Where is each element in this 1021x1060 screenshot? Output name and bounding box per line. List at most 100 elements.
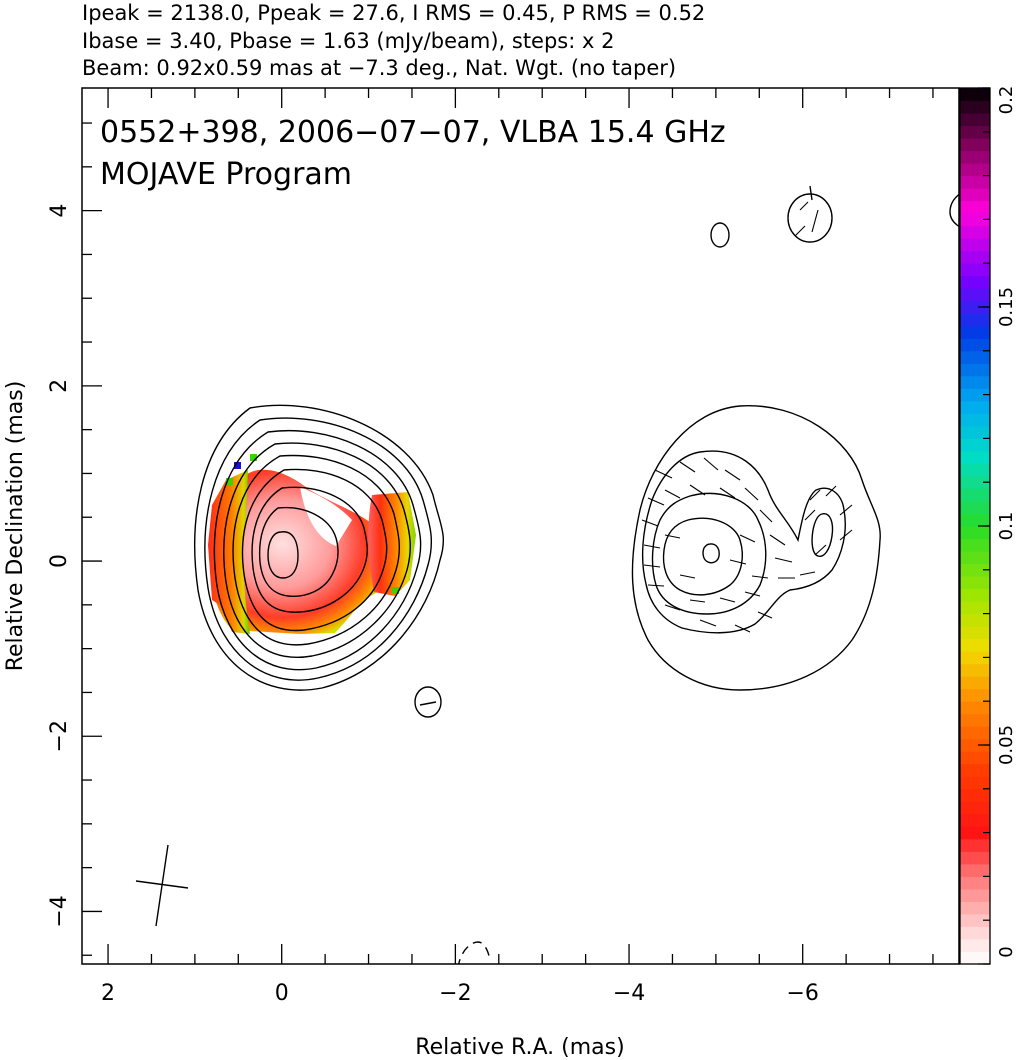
colorbar-swatch [960, 851, 990, 865]
colorbar-tick-labels: 0 0.05 0.1 0.15 0.2 [996, 86, 1017, 958]
colorbar-swatch [960, 888, 990, 902]
colorbar-swatch [960, 188, 990, 202]
colorbar-swatch [960, 288, 990, 302]
colorbar-swatch [960, 751, 990, 765]
colorbar-swatch [960, 463, 990, 477]
y-tick-label: −4 [47, 895, 72, 927]
colorbar-swatch [960, 701, 990, 715]
colorbar-swatch [960, 263, 990, 277]
colorbar [960, 88, 990, 965]
x-tick-label: 0 [275, 981, 289, 1006]
colorbar-tick-label: 0.15 [996, 287, 1017, 327]
x-tick-label: −2 [439, 981, 471, 1006]
colorbar-swatch [960, 413, 990, 427]
colorbar-swatch [960, 313, 990, 327]
colorbar-swatch [960, 438, 990, 452]
header-line-2: Ibase = 3.40, Pbase = 1.63 (mJy/beam), s… [82, 29, 614, 53]
colorbar-swatch [960, 726, 990, 740]
plot-frame [81, 87, 960, 965]
beam-cross [135, 844, 189, 927]
colorbar-tick-label: 0.1 [996, 512, 1017, 541]
chart-subtitle: MOJAVE Program [100, 157, 352, 192]
colorbar-swatch [960, 613, 990, 627]
colorbar-swatch [960, 788, 990, 802]
x-tick-label: −6 [786, 981, 818, 1006]
colorbar-tick-label: 0.05 [996, 725, 1017, 765]
colorbar-swatch [960, 951, 990, 965]
colorbar-swatch [960, 250, 990, 264]
header-line-1: Ipeak = 2138.0, Ppeak = 27.6, I RMS = 0.… [82, 1, 705, 25]
colorbar-swatch [960, 425, 990, 439]
y-tick-label: 2 [47, 379, 72, 393]
colorbar-swatch [960, 838, 990, 852]
colorbar-swatch [960, 300, 990, 314]
colorbar-swatch [960, 375, 990, 389]
colorbar-swatch [960, 213, 990, 227]
colorbar-swatch [960, 638, 990, 652]
colorbar-ticks [978, 87, 990, 965]
y-tick-label: 0 [47, 554, 72, 568]
colorbar-swatch [960, 450, 990, 464]
core-contours [194, 404, 444, 691]
colorbar-swatch [960, 863, 990, 877]
colorbar-swatch [960, 901, 990, 915]
colorbar-swatch [960, 338, 990, 352]
isolated-contours [414, 185, 959, 964]
colorbar-swatch [960, 350, 990, 364]
colorbar-swatch [960, 150, 990, 164]
colorbar-swatch [960, 500, 990, 514]
colorbar-swatch [960, 113, 990, 127]
colorbar-swatch [960, 913, 990, 927]
colorbar-swatch [960, 738, 990, 752]
x-tick-label: 2 [101, 981, 115, 1006]
x-axis-label: Relative R.A. (mas) [415, 1035, 624, 1060]
y-tick-label: 4 [47, 204, 72, 218]
colorbar-swatch [960, 475, 990, 489]
colorbar-swatch [960, 238, 990, 252]
colorbar-swatch [960, 488, 990, 502]
colorbar-swatch [960, 713, 990, 727]
polarization-vectors [641, 201, 853, 633]
colorbar-swatch [960, 588, 990, 602]
colorbar-swatch [960, 626, 990, 640]
y-axis-label: Relative Declination (mas) [3, 381, 28, 672]
colorbar-tick-label: 0 [996, 946, 1017, 957]
axis-ticks [82, 88, 934, 964]
colorbar-swatch [960, 688, 990, 702]
colorbar-swatch [960, 363, 990, 377]
colorbar-swatch [960, 538, 990, 552]
colorbar-swatch [960, 325, 990, 339]
colorbar-swatch [960, 876, 990, 890]
colorbar-swatch [960, 125, 990, 139]
colorbar-swatch [960, 576, 990, 590]
colorbar-swatch [960, 651, 990, 665]
colorbar-swatch [960, 513, 990, 527]
colorbar-swatch [960, 938, 990, 952]
colorbar-swatch [960, 826, 990, 840]
colorbar-swatch [960, 175, 990, 189]
colorbar-swatch [960, 801, 990, 815]
map-content [135, 185, 959, 964]
colorbar-swatch [960, 776, 990, 790]
y-tick-label: −2 [47, 720, 72, 752]
colorbar-swatch [960, 163, 990, 177]
colorbar-swatch [960, 275, 990, 289]
colorbar-swatch [960, 200, 990, 214]
colorbar-swatch [960, 138, 990, 152]
colorbar-swatch [960, 526, 990, 540]
colorbar-tick-label: 0.2 [996, 86, 1017, 115]
colorbar-swatch [960, 551, 990, 565]
colorbar-swatch [960, 388, 990, 402]
colorbar-swatch [960, 763, 990, 777]
header-line-3: Beam: 0.92x0.59 mas at −7.3 deg., Nat. W… [82, 56, 676, 80]
colorbar-swatch [960, 676, 990, 690]
colorbar-swatch [960, 926, 990, 940]
colorbar-swatch [960, 563, 990, 577]
colorbar-swatch [960, 813, 990, 827]
colorbar-swatch [960, 601, 990, 615]
axis-tick-labels: 2 0 −2 −4 −6 −4 −2 0 2 4 [47, 204, 819, 1006]
colorbar-swatch [960, 88, 990, 102]
jet-contours [631, 405, 881, 691]
colorbar-swatch [960, 400, 990, 414]
